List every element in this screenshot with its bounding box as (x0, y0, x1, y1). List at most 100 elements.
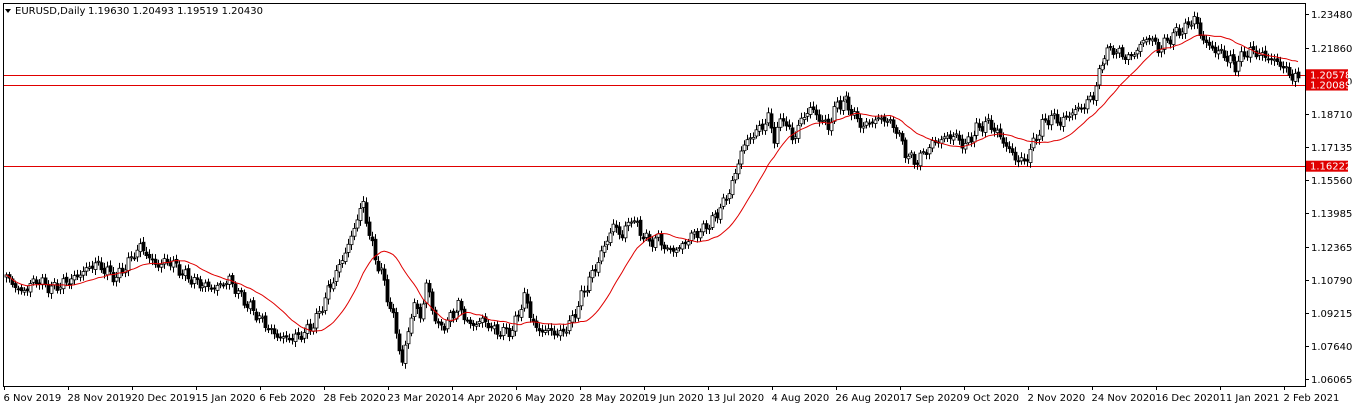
candle (558, 325, 563, 341)
candle (528, 296, 533, 323)
candle (1111, 45, 1116, 59)
candle (1108, 43, 1113, 51)
candle (10, 276, 15, 288)
candle (1040, 114, 1045, 141)
candle (1195, 12, 1200, 29)
candle (334, 265, 339, 286)
candle (486, 319, 491, 332)
candle (921, 148, 926, 155)
candle (998, 123, 1003, 140)
candle (233, 281, 238, 298)
candle (346, 238, 351, 258)
candle (343, 247, 348, 265)
candle (638, 216, 643, 241)
candle (397, 329, 402, 355)
candle (596, 257, 601, 277)
candle (433, 306, 438, 325)
candle (382, 264, 387, 286)
level-price-label: 1.20089 (1310, 81, 1351, 92)
plot-frame (3, 3, 1306, 387)
candle (989, 115, 994, 134)
candle (147, 249, 152, 264)
x-tick-label: 14 Apr 2020 (452, 393, 514, 404)
candle (659, 230, 664, 251)
candle (846, 92, 851, 116)
candle (599, 245, 604, 265)
candle (1236, 55, 1241, 77)
candle (781, 113, 786, 127)
candle (13, 280, 18, 293)
candle (1061, 112, 1066, 132)
candle (331, 277, 336, 292)
candle (153, 254, 158, 268)
candle (754, 124, 759, 139)
candle (1043, 113, 1048, 123)
candle (174, 254, 179, 268)
candle (653, 234, 658, 251)
candle (710, 211, 715, 231)
candle (775, 121, 780, 148)
candle (614, 220, 619, 233)
candle (1213, 41, 1218, 58)
candle (1144, 36, 1149, 46)
candle (1251, 41, 1256, 55)
candle (439, 318, 444, 331)
candle (534, 315, 539, 332)
candle (918, 149, 923, 171)
candle (727, 189, 732, 204)
candle (349, 230, 354, 251)
candle (525, 289, 530, 309)
candle (501, 323, 506, 341)
candle (1126, 52, 1131, 66)
candle (302, 327, 307, 344)
candle (415, 300, 420, 315)
candle (912, 151, 917, 169)
candle (1016, 155, 1021, 168)
candle (805, 108, 810, 122)
candle (1275, 53, 1280, 66)
candle (763, 118, 768, 135)
candle (561, 323, 566, 337)
candle (468, 316, 473, 329)
candle (1183, 18, 1188, 39)
candle (986, 113, 991, 124)
candle (841, 96, 846, 115)
candle (900, 130, 905, 145)
y-tick-label: 1.18710 (1311, 110, 1352, 121)
candle (427, 279, 432, 298)
candle (855, 107, 860, 123)
candle (802, 112, 807, 125)
candle (751, 132, 756, 144)
chevron-down-icon[interactable] (5, 9, 11, 13)
candle (1201, 30, 1206, 45)
candle (1296, 67, 1301, 83)
candle (394, 307, 399, 339)
candle (19, 284, 24, 295)
candle (64, 272, 69, 287)
candle (1222, 45, 1227, 61)
candle (680, 241, 685, 254)
candle (894, 124, 899, 139)
candle (430, 288, 435, 315)
candle (1028, 143, 1033, 168)
candle (1085, 95, 1090, 114)
y-tick-label: 1.17135 (1311, 143, 1352, 154)
candle (69, 274, 74, 290)
y-tick-label: 1.23480 (1311, 10, 1352, 21)
candle (1055, 109, 1060, 127)
candle (814, 104, 819, 121)
candle (412, 298, 417, 321)
candle (608, 228, 613, 247)
candle (579, 285, 584, 311)
candle (364, 197, 369, 227)
candle (587, 271, 592, 294)
candle (135, 244, 140, 262)
candle (263, 312, 268, 332)
x-tick-label: 13 Jul 2020 (708, 393, 765, 404)
candle (376, 256, 381, 274)
x-tick-label: 15 Jan 2020 (196, 393, 256, 404)
candle (93, 257, 98, 275)
candle (230, 272, 235, 288)
candle (218, 280, 223, 289)
